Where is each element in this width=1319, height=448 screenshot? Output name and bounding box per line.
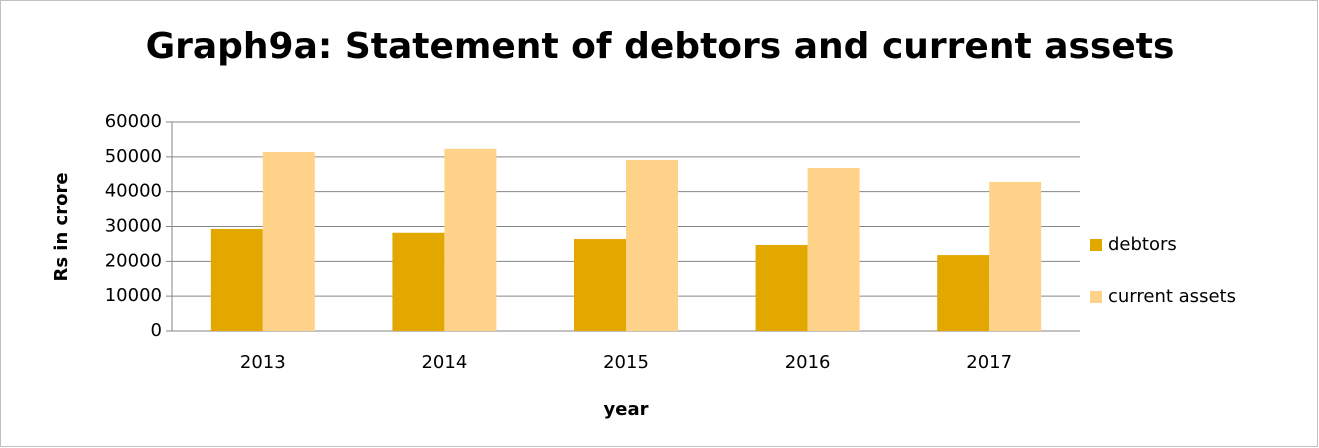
x-tick-label: 2014 <box>421 352 467 373</box>
bar <box>807 167 860 331</box>
bar <box>392 232 445 331</box>
bar <box>262 151 315 331</box>
legend-label: current assets <box>1108 286 1236 307</box>
y-tick-label: 30000 <box>105 216 162 237</box>
bar <box>937 255 990 331</box>
bar <box>574 239 626 331</box>
x-tick-label: 2015 <box>603 352 649 373</box>
legend-label: debtors <box>1108 234 1177 255</box>
legend-swatch <box>1090 291 1102 303</box>
x-tick-label: 2017 <box>966 352 1012 373</box>
x-axis-title: year <box>604 399 649 420</box>
x-tick-label: 2016 <box>785 352 831 373</box>
chart-title: Graph9a: Statement of debtors and curren… <box>146 26 1175 67</box>
y-tick-label: 50000 <box>105 146 162 167</box>
y-tick-label: 10000 <box>105 285 162 306</box>
bar <box>444 148 497 331</box>
y-tick-label: 20000 <box>105 250 162 271</box>
y-axis-title: Rs in crore <box>51 172 72 281</box>
y-tick-label: 60000 <box>105 111 162 132</box>
bar <box>210 228 263 331</box>
bar <box>989 181 1042 331</box>
y-tick-label: 0 <box>151 320 162 341</box>
x-tick-label: 2013 <box>240 352 286 373</box>
bar <box>626 159 678 331</box>
y-tick-label: 40000 <box>105 181 162 202</box>
bar <box>755 244 808 331</box>
legend-swatch <box>1090 239 1102 251</box>
